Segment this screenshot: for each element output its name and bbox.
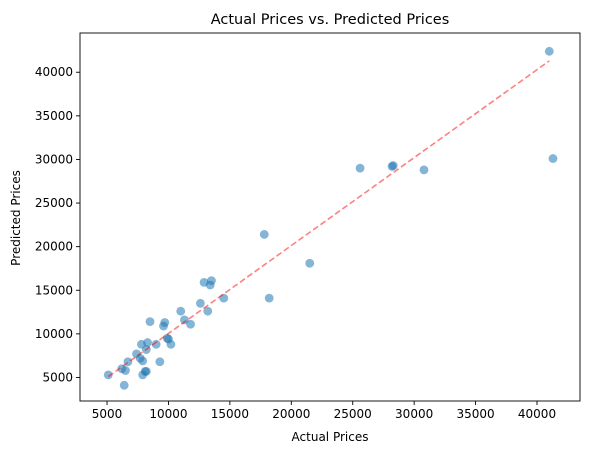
x-tick-label: 25000 <box>334 407 372 421</box>
data-point <box>207 276 216 286</box>
data-point <box>259 230 269 239</box>
x-tick-label: 20000 <box>272 407 310 421</box>
data-point <box>151 339 161 349</box>
data-point <box>180 315 189 325</box>
data-point <box>195 298 205 308</box>
x-tick-label: 35000 <box>456 407 494 421</box>
y-tick-label: 20000 <box>35 240 73 254</box>
y-tick-label: 10000 <box>35 327 73 341</box>
x-axis-title: Actual Prices <box>292 430 369 444</box>
x-tick-label: 30000 <box>395 407 433 421</box>
y-tick-label: 35000 <box>35 109 73 123</box>
y-tick-label: 40000 <box>35 65 73 79</box>
data-point <box>141 366 151 376</box>
data-point <box>145 317 155 327</box>
x-tick-label: 40000 <box>518 407 556 421</box>
y-tick-label: 15000 <box>35 283 73 297</box>
data-point <box>548 154 558 163</box>
data-point <box>103 370 113 380</box>
data-point <box>138 356 148 366</box>
y-axis-title: Predicted Prices <box>9 170 23 266</box>
data-point <box>419 165 429 175</box>
data-point <box>305 258 315 268</box>
chart-title: Actual Prices vs. Predicted Prices <box>211 12 450 28</box>
data-point <box>388 161 398 170</box>
data-point <box>186 319 195 329</box>
data-point <box>166 339 176 349</box>
data-point <box>121 366 130 375</box>
plot-frame <box>79 32 581 402</box>
data-point <box>160 318 170 327</box>
data-point <box>176 306 186 316</box>
y-tick-label: 30000 <box>35 152 73 166</box>
x-tick-label: 10000 <box>149 407 187 421</box>
x-tick-label: 5000 <box>92 407 123 421</box>
data-point <box>219 293 229 303</box>
x-tick-label: 15000 <box>211 407 249 421</box>
y-tick-label: 25000 <box>35 196 73 210</box>
data-point <box>119 380 129 390</box>
reference-line <box>107 60 550 378</box>
data-point <box>203 306 213 316</box>
plot-area: 5000 10000 15000 20000 25000 30000 35000 40000 5… <box>35 32 581 421</box>
data-point <box>264 293 274 303</box>
data-point <box>155 357 165 367</box>
data-point <box>355 163 365 173</box>
data-point <box>143 338 152 347</box>
y-tick-label: 5000 <box>42 370 73 384</box>
data-point <box>544 46 554 56</box>
